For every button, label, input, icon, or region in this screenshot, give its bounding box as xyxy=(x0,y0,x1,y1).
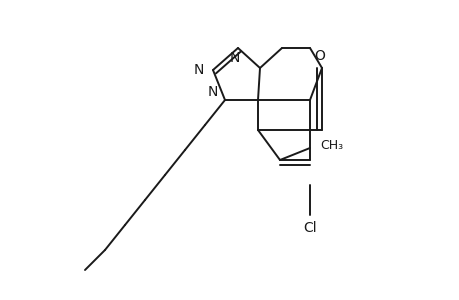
Text: O: O xyxy=(314,49,325,63)
Text: Cl: Cl xyxy=(302,221,316,235)
Text: N: N xyxy=(207,85,218,99)
Text: N: N xyxy=(193,63,204,77)
Text: CH₃: CH₃ xyxy=(319,139,342,152)
Text: N: N xyxy=(230,51,240,65)
